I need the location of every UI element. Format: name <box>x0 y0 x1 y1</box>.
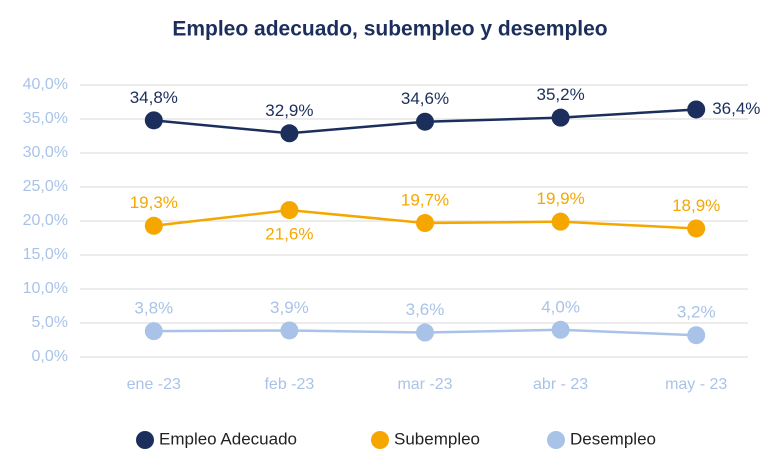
data-point <box>144 111 163 130</box>
data-point <box>144 216 163 235</box>
data-label: 34,6% <box>401 89 449 108</box>
legend-marker <box>547 431 565 449</box>
data-label: 19,7% <box>401 191 449 210</box>
data-point <box>280 321 299 340</box>
data-label: 3,8% <box>134 299 173 318</box>
x-tick-label: may - 23 <box>665 376 727 393</box>
data-point <box>687 100 706 119</box>
data-point <box>280 201 299 220</box>
data-label: 3,2% <box>677 303 716 322</box>
data-label: 3,6% <box>406 300 445 319</box>
y-tick-label: 25,0% <box>23 178 68 195</box>
data-point <box>687 219 706 238</box>
x-tick-label: abr - 23 <box>533 376 588 393</box>
legend-marker <box>136 431 154 449</box>
chart-title: Empleo adecuado, subempleo y desempleo <box>172 18 607 41</box>
legend-label: Empleo Adecuado <box>159 429 297 448</box>
data-label: 36,4% <box>712 99 760 118</box>
data-point <box>551 212 570 231</box>
data-label: 19,9% <box>536 189 584 208</box>
y-tick-label: 10,0% <box>23 280 68 297</box>
data-point <box>551 108 570 127</box>
legend-marker <box>371 431 389 449</box>
data-point <box>144 322 163 341</box>
data-label: 3,9% <box>270 298 309 317</box>
y-tick-label: 5,0% <box>32 314 68 331</box>
data-label: 19,3% <box>130 193 178 212</box>
data-label: 34,8% <box>130 88 178 107</box>
data-point <box>551 320 570 339</box>
data-point <box>416 214 434 233</box>
data-label: 35,2% <box>536 85 584 104</box>
y-tick-label: 35,0% <box>23 110 68 127</box>
data-point <box>280 124 299 143</box>
x-tick-label: ene -23 <box>127 376 181 393</box>
data-point <box>687 326 706 345</box>
y-tick-label: 20,0% <box>23 212 68 229</box>
legend-label: Desempleo <box>570 429 656 448</box>
y-tick-label: 30,0% <box>23 144 68 161</box>
data-point <box>416 112 434 131</box>
y-tick-label: 40,0% <box>23 76 68 93</box>
x-tick-label: feb -23 <box>264 376 314 393</box>
y-tick-label: 15,0% <box>23 246 68 263</box>
data-point <box>416 323 434 342</box>
x-tick-label: mar -23 <box>397 376 452 393</box>
legend-label: Subempleo <box>394 429 480 448</box>
data-label: 21,6% <box>265 225 313 244</box>
y-tick-label: 0,0% <box>32 348 68 365</box>
data-label: 18,9% <box>672 196 720 215</box>
data-label: 4,0% <box>541 297 580 316</box>
data-label: 32,9% <box>265 101 313 120</box>
